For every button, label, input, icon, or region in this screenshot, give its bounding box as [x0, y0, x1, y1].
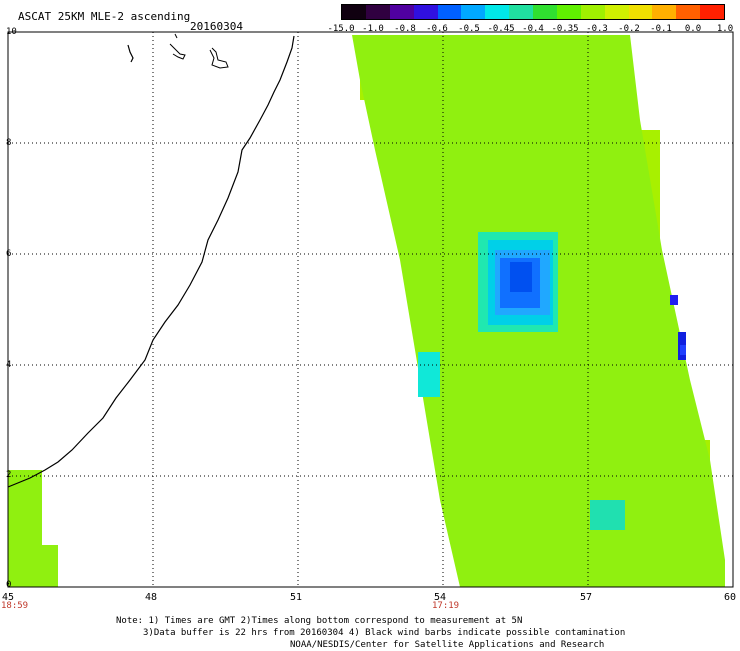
y-tick-8: 8: [6, 138, 11, 148]
colorbar-label: -0.5: [458, 24, 480, 34]
colorbar-segment: [366, 5, 390, 19]
edge-blue-3: [680, 345, 686, 355]
cyan-patch-edge: [418, 352, 440, 397]
y-tick-0: 0: [6, 580, 11, 590]
colorbar-label: -0.6: [426, 24, 448, 34]
colorbar-segment: [461, 5, 485, 19]
colorbar-segment: [629, 5, 653, 19]
colorbar-segment: [676, 5, 700, 19]
colorbar-label: -0.4: [522, 24, 544, 34]
colorbar-segment: [533, 5, 557, 19]
product-date: 20160304: [190, 20, 243, 33]
colorbar-label: -0.1: [650, 24, 672, 34]
x-tick-51: 51: [290, 592, 302, 603]
time-left: 18:59: [1, 601, 28, 611]
coastline: [8, 36, 294, 487]
note-line-3: NOAA/NESDIS/Center for Satellite Applica…: [290, 639, 604, 651]
colorbar-label: 1.0: [717, 24, 733, 34]
colorbar-segment: [485, 5, 509, 19]
note-line-1: Note: 1) Times are GMT 2)Times along bot…: [116, 615, 522, 627]
colorbar-label: -0.3: [586, 24, 608, 34]
left-swath: [8, 470, 58, 587]
colorbar-segment: [581, 5, 605, 19]
x-tick-60: 60: [724, 592, 736, 603]
cyan-patch-south: [590, 500, 625, 530]
colorbar-label: -0.35: [551, 24, 578, 34]
colorbar-segment: [605, 5, 629, 19]
y-tick-6: 6: [6, 249, 11, 259]
colorbar-label: -0.2: [618, 24, 640, 34]
colorbar-label: 0.0: [685, 24, 701, 34]
colorbar-label: -15.0: [327, 24, 354, 34]
colorbar-segment: [342, 5, 366, 19]
island-3: [175, 34, 177, 38]
colorbar-segment: [557, 5, 581, 19]
product-title: ASCAT 25KM MLE-2 ascending: [18, 10, 190, 23]
note-line-2: 3)Data buffer is 22 hrs from 20160304 4)…: [143, 627, 625, 639]
time-middle: 17:19: [432, 601, 459, 611]
x-tick-48: 48: [145, 592, 157, 603]
island-2: [170, 44, 185, 59]
colorbar-label: -0.8: [394, 24, 416, 34]
island-4: [210, 48, 228, 68]
y-tick-2: 2: [6, 470, 11, 480]
colorbar-label: -1.0: [362, 24, 384, 34]
x-tick-57: 57: [580, 592, 592, 603]
island-1: [128, 45, 133, 62]
colorbar-segment: [414, 5, 438, 19]
colorbar: [341, 4, 725, 20]
colorbar-segment: [700, 5, 724, 19]
y-tick-10: 10: [6, 27, 17, 37]
colorbar-segment: [652, 5, 676, 19]
colorbar-segment: [390, 5, 414, 19]
colorbar-label: -0.45: [487, 24, 514, 34]
edge-blue-1: [670, 295, 678, 305]
core-center-deep: [510, 262, 532, 292]
colorbar-segment: [438, 5, 462, 19]
y-tick-4: 4: [6, 360, 11, 370]
colorbar-segment: [509, 5, 533, 19]
colorbar-labels: -15.0 -1.0 -0.8 -0.6 -0.5 -0.45 -0.4 -0.35 -0.3-…: [341, 24, 725, 36]
